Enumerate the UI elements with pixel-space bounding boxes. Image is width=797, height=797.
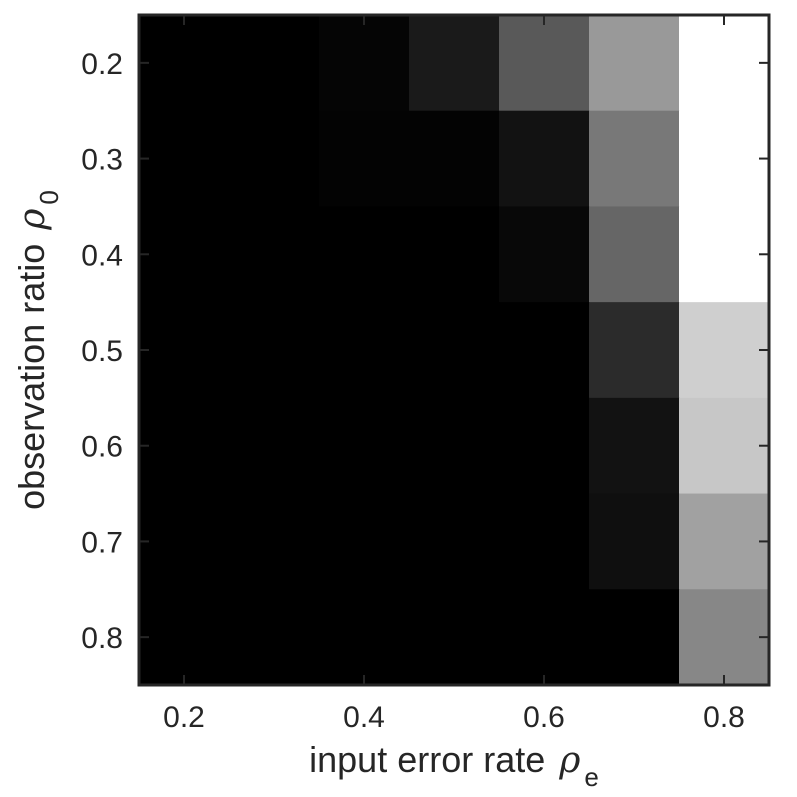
axis-ticks (139, 15, 769, 685)
heatmap-cell (409, 15, 500, 112)
x-tick-label: 0.8 (703, 701, 745, 734)
y-tick-label: 0.7 (81, 526, 123, 559)
y-axis-symbol: ρ (12, 209, 53, 231)
y-axis-label: observation ratio (11, 244, 52, 510)
x-tick-label: 0.4 (343, 701, 385, 734)
heatmap-cell (319, 110, 410, 207)
heatmap-cell (589, 589, 680, 686)
heatmap-cell (409, 302, 500, 399)
heatmap-cell (139, 493, 230, 590)
heatmap-cell (229, 589, 320, 686)
heatmap-cell (319, 206, 410, 303)
heatmap-cell (499, 110, 590, 207)
heatmap-cell (409, 110, 500, 207)
heatmap-cell (499, 589, 590, 686)
y-tick-label: 0.4 (81, 239, 123, 272)
heatmap-cell (139, 15, 230, 112)
heatmap-cells (139, 15, 770, 686)
heatmap-cell (409, 493, 500, 590)
heatmap-cell (679, 110, 770, 207)
heatmap-cell (499, 302, 590, 399)
heatmap-cell (139, 110, 230, 207)
heatmap-cell (229, 110, 320, 207)
y-tick-label: 0.3 (81, 144, 123, 177)
x-axis-title: input error rate ρ e (309, 739, 599, 792)
heatmap-cell (679, 302, 770, 399)
x-axis-subscript: e (584, 762, 598, 792)
heatmap-cell (499, 397, 590, 495)
heatmap-cell (319, 302, 410, 399)
heatmap-cell (409, 206, 500, 303)
heatmap-cell (589, 302, 680, 399)
heatmap-cell (589, 397, 680, 495)
y-tick-label: 0.5 (81, 335, 123, 368)
heatmap-cell (319, 397, 410, 495)
x-axis-label: input error rate (309, 739, 545, 780)
heatmap-cell (229, 206, 320, 303)
y-tick-label: 0.2 (81, 48, 123, 81)
heatmap-cell (499, 15, 590, 112)
y-axis-subscript: 0 (34, 190, 64, 204)
heatmap-cell (139, 206, 230, 303)
heatmap-cell (679, 206, 770, 303)
heatmap-cell (229, 493, 320, 590)
y-tick-label: 0.6 (81, 431, 123, 464)
heatmap-cell (229, 397, 320, 495)
heatmap-cell (319, 15, 410, 112)
heatmap-cell (229, 302, 320, 399)
heatmap-cell (589, 15, 680, 112)
heatmap-cell (139, 589, 230, 686)
x-axis-symbol: ρ (558, 740, 580, 781)
y-tick-label: 0.8 (81, 622, 123, 655)
y-axis-title: observation ratio ρ 0 (11, 190, 64, 510)
x-tick-labels: 0.2 0.4 0.6 0.8 (163, 701, 745, 734)
x-tick-label: 0.6 (523, 701, 565, 734)
heatmap-cell (679, 15, 770, 112)
heatmap-cell (319, 589, 410, 686)
heatmap-cell (499, 493, 590, 590)
heatmap-cell (139, 302, 230, 399)
heatmap-cell (499, 206, 590, 303)
y-tick-labels: 0.2 0.3 0.4 0.5 0.6 0.7 0.8 (81, 48, 123, 655)
heatmap-cell (589, 110, 680, 207)
heatmap-cell (679, 397, 770, 495)
heatmap-cell (679, 589, 770, 686)
heatmap-cell (679, 493, 770, 590)
heatmap-cell (409, 589, 500, 686)
plot-frame (137, 13, 771, 687)
heatmap-cell (139, 397, 230, 495)
heatmap-cell (319, 493, 410, 590)
heatmap-cell (229, 15, 320, 112)
heatmap-cell (589, 206, 680, 303)
heatmap-cell (589, 493, 680, 590)
heatmap-cell (409, 397, 500, 495)
x-tick-label: 0.2 (163, 701, 205, 734)
